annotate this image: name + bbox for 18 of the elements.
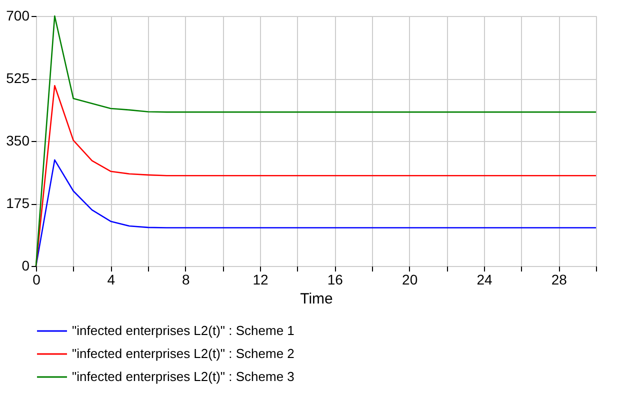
legend-label: "infected enterprises L2(t)" : Scheme 1 — [72, 323, 294, 338]
y-tick-label: 350 — [6, 132, 30, 148]
x-axis-title: Time — [300, 290, 333, 308]
x-tick-label: 8 — [182, 272, 190, 288]
x-tick-label: 28 — [551, 272, 568, 288]
x-tick-label: 24 — [476, 272, 492, 288]
y-tick-label: 525 — [6, 70, 30, 86]
x-tick-label: 0 — [32, 272, 41, 288]
x-tick-label: 12 — [252, 272, 268, 288]
legend-label: "infected enterprises L2(t)" : Scheme 2 — [72, 346, 294, 361]
y-tick-label: 0 — [22, 258, 30, 274]
legend-label: "infected enterprises L2(t)" : Scheme 3 — [72, 369, 294, 384]
x-tick-label: 20 — [402, 272, 418, 288]
x-tick-label: 4 — [107, 272, 116, 288]
line-series — [35, 15, 597, 267]
y-tick-label: 700 — [6, 8, 30, 24]
x-tick-label: 16 — [327, 272, 344, 288]
y-tick-label: 175 — [6, 195, 30, 211]
